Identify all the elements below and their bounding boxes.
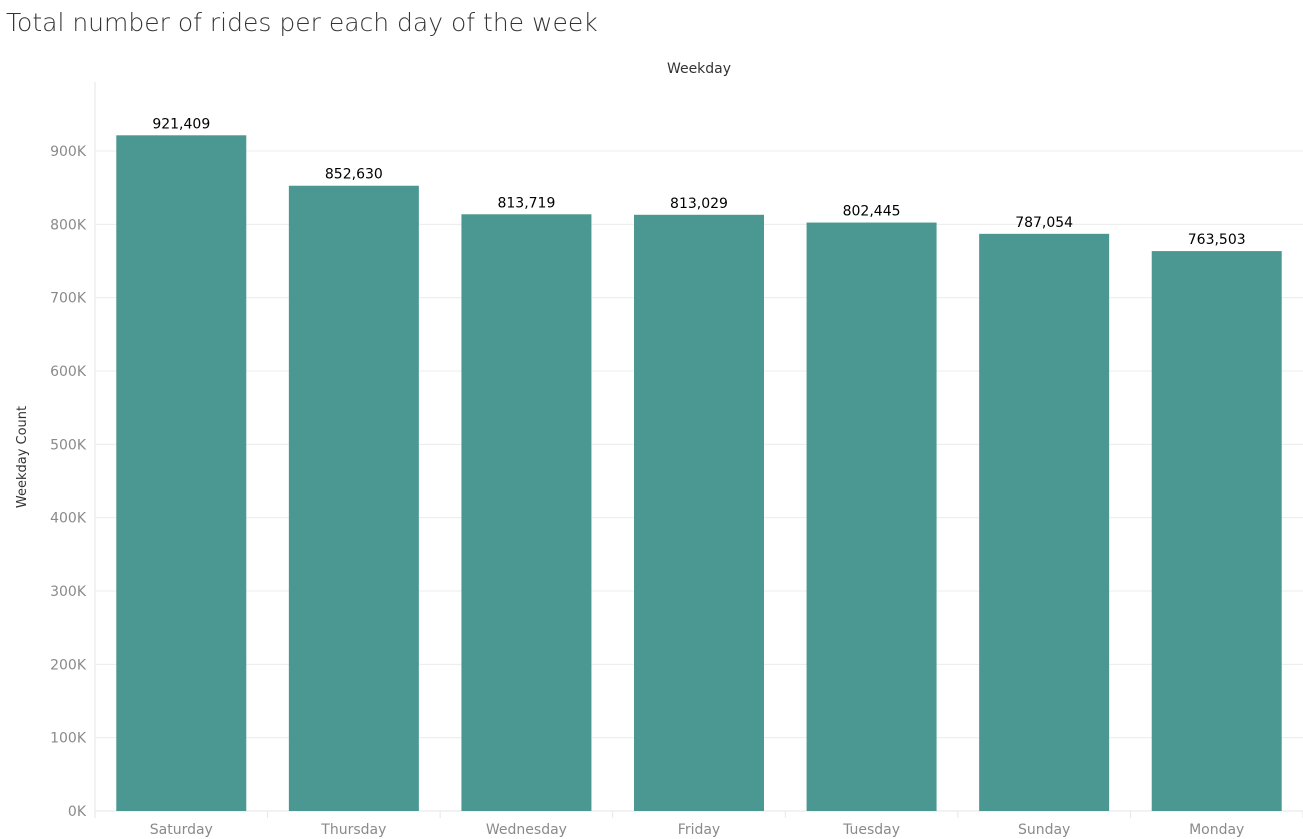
bar-saturday: [116, 135, 247, 812]
y-tick-label: 300K: [50, 584, 87, 600]
y-tick-label: 500K: [50, 437, 87, 453]
y-axis-ticks: 0K 100K 200K 300K 400K 500K 600K 700K 800K 900K: [50, 144, 87, 820]
column-header: Weekday: [667, 61, 731, 77]
x-tick-label: Thursday: [320, 822, 386, 838]
y-tick-label: 600K: [50, 364, 87, 380]
y-tick-label: 0K: [68, 804, 87, 820]
bar-wednesday: [461, 214, 592, 812]
x-tick-label: Monday: [1189, 822, 1244, 838]
y-tick-label: 200K: [50, 657, 87, 673]
x-tick-label: Saturday: [150, 822, 213, 838]
bar-tuesday: [806, 222, 937, 811]
bar-value-label: 813,719: [497, 195, 555, 211]
bars: 921,409 852,630 813,719 813,029 802,445 787,0…: [116, 116, 1282, 812]
bar-value-label: 813,029: [670, 196, 728, 212]
bar-value-label: 921,409: [152, 116, 210, 132]
chart-title: Total number of rides per each day of th…: [6, 8, 598, 37]
bar-monday: [1151, 251, 1282, 812]
y-tick-label: 900K: [50, 144, 87, 160]
x-tick-label: Tuesday: [842, 822, 900, 838]
x-axis-ticks: Saturday Thursday Wednesday Friday Tuesday Su…: [150, 822, 1245, 838]
bar-value-label: 763,503: [1188, 232, 1246, 248]
y-tick-label: 700K: [50, 291, 87, 307]
bar-thursday: [288, 185, 419, 811]
bar-sunday: [979, 233, 1110, 811]
y-tick-label: 800K: [50, 217, 87, 233]
bar-value-label: 787,054: [1015, 215, 1073, 231]
x-tick-label: Wednesday: [486, 822, 567, 838]
y-axis-label: Weekday Count: [15, 406, 30, 508]
bar-value-label: 852,630: [325, 167, 383, 183]
x-tick-label: Sunday: [1018, 822, 1070, 838]
y-tick-label: 100K: [50, 731, 87, 747]
x-tick-label: Friday: [678, 822, 720, 838]
bar-friday: [634, 214, 764, 811]
bar-value-label: 802,445: [843, 204, 901, 220]
y-tick-label: 400K: [50, 511, 87, 527]
